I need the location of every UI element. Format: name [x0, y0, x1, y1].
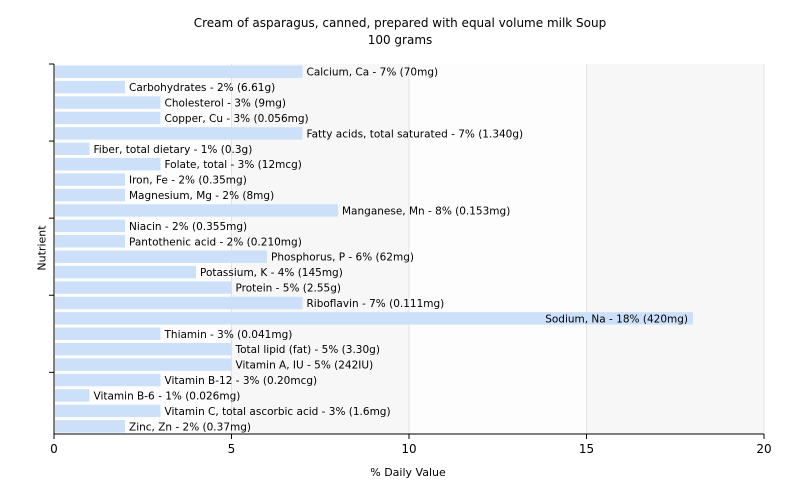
bar [55, 373, 161, 387]
bar-label: Iron, Fe - 2% (0.35mg) [129, 175, 247, 187]
x-tick-label: 10 [401, 442, 416, 456]
bar-label: Total lipid (fat) - 5% (3.30g) [235, 344, 380, 356]
bar [55, 235, 125, 248]
bar-label: Protein - 5% (2.55g) [236, 283, 342, 295]
bar-label: Vitamin C, total ascorbic acid - 3% (1.6… [165, 406, 391, 418]
bar-label: Niacin - 2% (0.355mg) [129, 221, 247, 233]
chart-subtitle: 100 grams [367, 33, 433, 47]
bar-label: Thiamin - 3% (0.041mg) [164, 329, 293, 341]
bar [55, 404, 161, 418]
bar-label: Fatty acids, total saturated - 7% (1.340… [307, 128, 524, 140]
bar [55, 204, 338, 217]
bar [55, 173, 125, 186]
bar [55, 312, 693, 325]
x-tick-label: 5 [228, 442, 236, 456]
bar [55, 250, 267, 263]
bar-label: Vitamin B-12 - 3% (0.20mcg) [165, 375, 318, 387]
bar [55, 80, 125, 94]
x-tick-label: 15 [579, 442, 594, 456]
bar-label: Riboflavin - 7% (0.111mg) [307, 298, 445, 310]
bar [55, 343, 232, 356]
bar-label: Copper, Cu - 3% (0.056mg) [165, 113, 309, 125]
bar [55, 358, 232, 371]
bar-label: Vitamin A, IU - 5% (242IU) [236, 360, 374, 372]
x-tick-label: 20 [756, 442, 771, 456]
bar [55, 420, 125, 433]
plot-stripe [586, 64, 764, 434]
bar-label: Zinc, Zn - 2% (0.37mg) [129, 421, 251, 433]
bar [55, 96, 161, 109]
bar [55, 389, 90, 402]
bar-label: Calcium, Ca - 7% (70mg) [307, 67, 439, 79]
bar-label: Sodium, Na - 18% (420mg) [545, 313, 688, 325]
bar [55, 65, 303, 78]
bar-label: Phosphorus, P - 6% (62mg) [271, 252, 414, 264]
bar-label: Folate, total - 3% (12mcg) [165, 159, 302, 171]
bar-label: Fiber, total dietary - 1% (0.3g) [94, 144, 253, 156]
y-axis-label: Nutrient [35, 225, 49, 271]
bar-label: Potassium, K - 4% (145mg) [200, 267, 343, 279]
bar [55, 142, 90, 155]
bar [55, 327, 161, 340]
chart-title: Cream of asparagus, canned, prepared wit… [193, 16, 607, 30]
bar-label: Manganese, Mn - 8% (0.153mg) [342, 205, 510, 217]
x-axis-label: % Daily Value [370, 466, 446, 479]
plot-stripe [231, 64, 409, 434]
plot-stripe [54, 64, 232, 434]
bar-label: Magnesium, Mg - 2% (8mg) [129, 190, 274, 202]
bar-label: Cholesterol - 3% (9mg) [165, 98, 287, 110]
bar [55, 111, 161, 125]
bar [55, 296, 303, 310]
bar [55, 188, 125, 202]
bar-label: Vitamin B-6 - 1% (0.026mg) [94, 390, 241, 402]
plot-stripe [409, 64, 587, 434]
bar-label: Pantothenic acid - 2% (0.210mg) [129, 236, 302, 248]
bar [55, 219, 125, 233]
bar [55, 265, 196, 279]
bar [55, 158, 161, 171]
x-tick-label: 0 [50, 442, 58, 456]
bar [55, 281, 232, 294]
bar [55, 127, 303, 140]
bar-label: Carbohydrates - 2% (6.61g) [129, 82, 275, 94]
